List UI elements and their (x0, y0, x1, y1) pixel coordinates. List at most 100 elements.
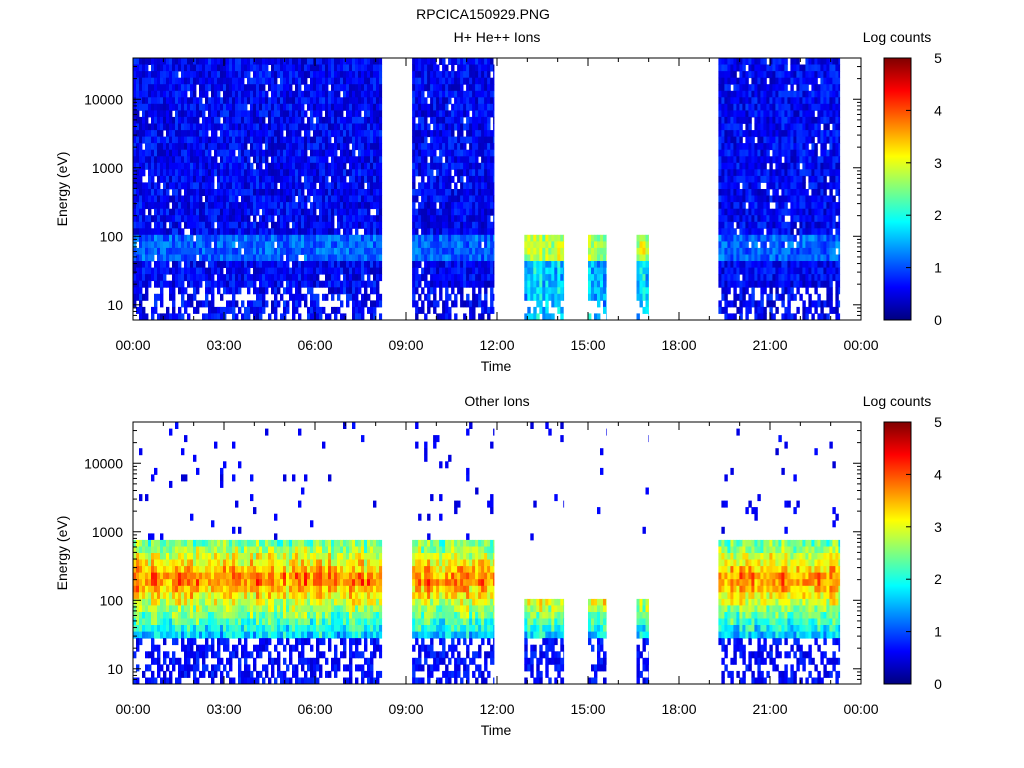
heatmap-cell (448, 221, 452, 229)
heatmap-cell (184, 103, 188, 111)
heatmap-cell (754, 234, 758, 242)
heatmap-cell (445, 71, 449, 79)
heatmap-cell (433, 300, 437, 308)
heatmap-cell (316, 175, 320, 183)
heatmap-cell (724, 97, 728, 105)
heatmap-cell (244, 97, 248, 105)
heatmap-cell (733, 234, 737, 242)
heatmap-cell (145, 195, 149, 203)
heatmap-cell (484, 123, 488, 131)
heatmap-cell (487, 261, 491, 268)
heatmap-cell (484, 169, 488, 177)
heatmap-cell (442, 58, 446, 65)
heatmap-cell (337, 116, 341, 124)
heatmap-cell (469, 130, 473, 138)
heatmap-cell (274, 162, 278, 170)
heatmap-cell (268, 267, 272, 275)
heatmap-cell (463, 71, 467, 79)
heatmap-cell (313, 306, 317, 314)
heatmap-cell (361, 293, 365, 301)
heatmap-cell (457, 280, 461, 288)
heatmap-cell (418, 103, 422, 111)
heatmap-cell (379, 149, 383, 157)
heatmap-cell (724, 221, 728, 229)
heatmap-cell (250, 254, 254, 262)
heatmap-cell (325, 182, 329, 190)
heatmap-cell (433, 267, 437, 275)
heatmap-cell (154, 143, 158, 151)
heatmap-cell (166, 215, 170, 223)
heatmap-cell (594, 287, 598, 295)
heatmap-cell (229, 254, 233, 262)
heatmap-cell (433, 182, 437, 190)
heatmap-cell (193, 71, 197, 79)
heatmap-cell (475, 97, 479, 105)
heatmap-cell (325, 221, 329, 229)
heatmap-cell (169, 130, 173, 138)
heatmap-cell (769, 156, 773, 164)
heatmap-cell (205, 97, 209, 105)
heatmap-cell (154, 97, 158, 105)
heatmap-cell (751, 215, 755, 223)
heatmap-cell (745, 287, 749, 295)
heatmap-cell (457, 274, 461, 282)
heatmap-cell (238, 254, 242, 262)
heatmap-cell (154, 228, 158, 236)
heatmap-cell (232, 84, 236, 92)
heatmap-cell (295, 162, 299, 170)
heatmap-cell (439, 162, 443, 170)
heatmap-cell (157, 84, 161, 92)
heatmap-cell (460, 254, 464, 262)
heatmap-cell (451, 110, 455, 118)
heatmap-cell (757, 77, 761, 85)
heatmap-cell (274, 195, 278, 203)
heatmap-cell (295, 110, 299, 118)
heatmap-cell (427, 221, 431, 229)
heatmap-cell (493, 149, 495, 157)
heatmap-cell (472, 143, 476, 151)
heatmap-cell (229, 156, 233, 164)
heatmap-cell (430, 156, 434, 164)
heatmap-cell (493, 84, 495, 92)
heatmap-cell (418, 90, 422, 98)
heatmap-cell (277, 58, 281, 65)
heatmap-cell (289, 169, 293, 177)
heatmap-cell (346, 143, 350, 151)
heatmap-cell (142, 136, 146, 144)
heatmap-cell (256, 274, 260, 282)
heatmap-cell (355, 116, 359, 124)
heatmap-cell (166, 64, 170, 72)
heatmap-cell (376, 202, 380, 210)
heatmap-cell (145, 241, 149, 249)
heatmap-cell (181, 300, 185, 308)
heatmap-cell (226, 77, 230, 85)
heatmap-cell (307, 182, 311, 190)
heatmap-cell (763, 215, 767, 223)
heatmap-cell (235, 234, 239, 242)
heatmap-cell (478, 280, 482, 288)
heatmap-cell (721, 103, 725, 111)
heatmap-cell (304, 300, 308, 308)
heatmap-cell (319, 58, 323, 65)
heatmap-cell (763, 261, 767, 268)
heatmap-cell (262, 306, 266, 314)
heatmap-cell (310, 221, 314, 229)
heatmap-cell (560, 254, 564, 262)
heatmap-cell (136, 247, 140, 255)
heatmap-cell (292, 306, 296, 314)
heatmap-cell (298, 58, 302, 65)
heatmap-cell (757, 123, 761, 131)
heatmap-cell (160, 169, 164, 177)
heatmap-cell (769, 274, 773, 282)
heatmap-cell (533, 267, 537, 275)
heatmap-cell (551, 234, 555, 242)
heatmap-cell (250, 306, 254, 314)
heatmap-cell (256, 221, 260, 229)
heatmap-cell (241, 97, 245, 105)
heatmap-cell (259, 84, 263, 92)
heatmap-cell (727, 313, 731, 321)
heatmap-cell (268, 195, 272, 203)
heatmap-cell (271, 300, 275, 308)
heatmap-cell (265, 280, 269, 288)
heatmap-cell (331, 306, 335, 314)
